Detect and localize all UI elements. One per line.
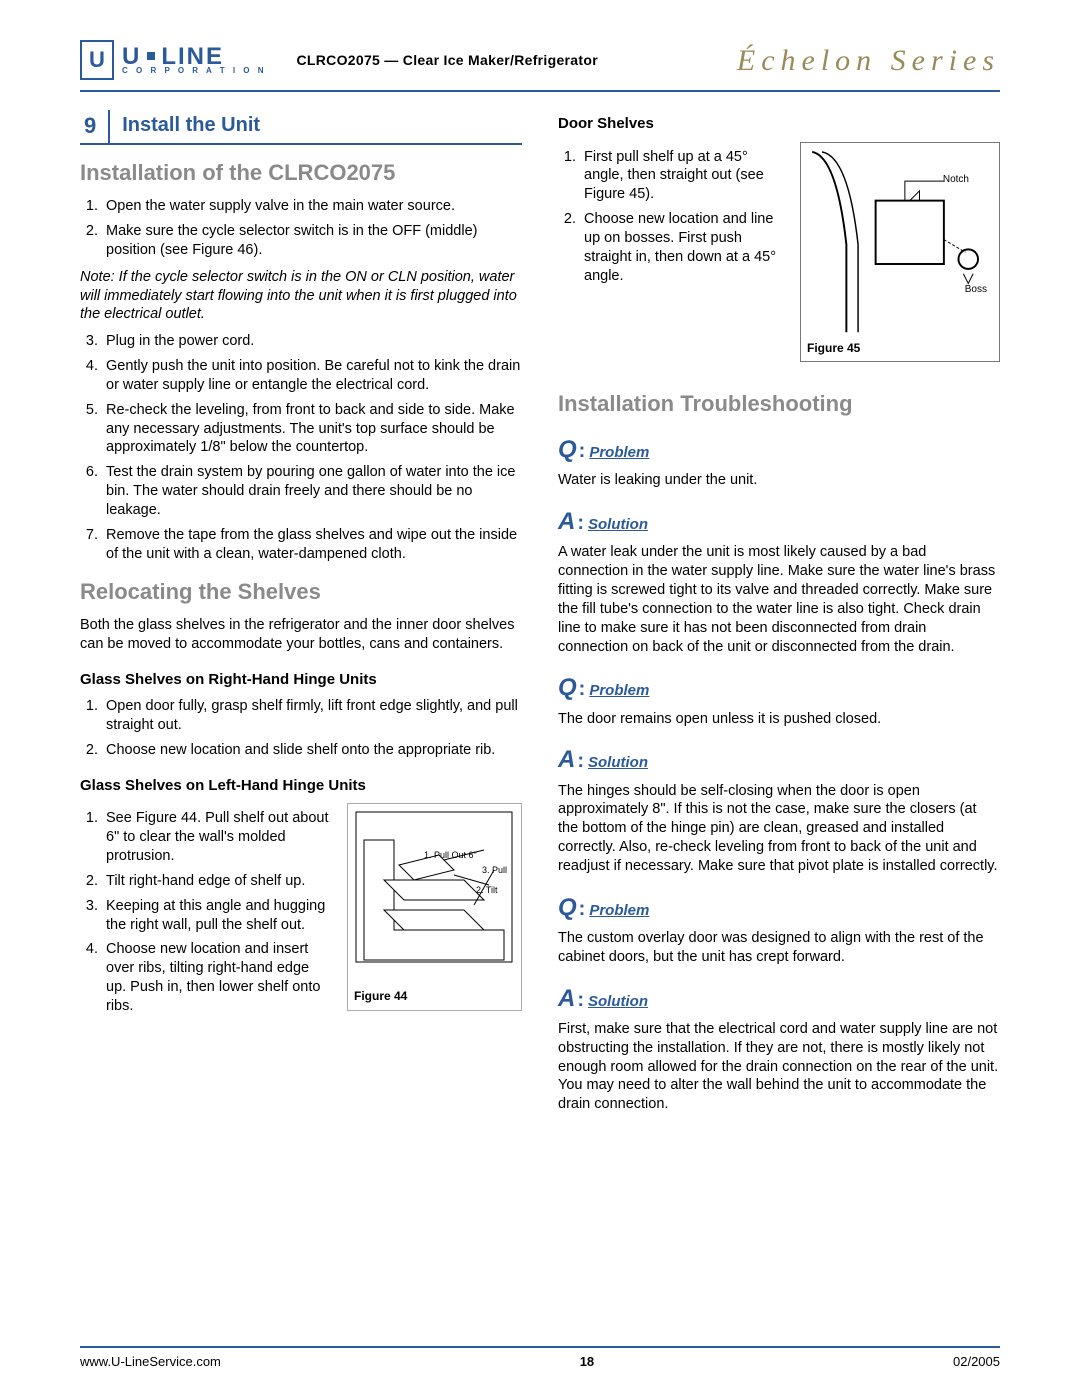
install-list-a: Open the water supply valve in the main …	[80, 197, 522, 260]
logo-mark: U	[80, 40, 114, 80]
q-label: Q: Problem	[558, 434, 1000, 465]
figure-44-caption: Figure 44	[354, 989, 515, 1005]
list-item: Gently push the unit into position. Be c…	[102, 357, 522, 395]
list-item: Plug in the power cord.	[102, 332, 522, 351]
section-tab: 9 Install the Unit	[80, 110, 522, 145]
page-header: U U LINE C O R P O R A T I O N CLRCO2075…	[80, 40, 1000, 80]
install-list-b: Plug in the power cord. Gently push the …	[80, 332, 522, 563]
section-title: Install the Unit	[108, 110, 260, 143]
solution-2-text: The hinges should be self-closing when t…	[558, 782, 1000, 876]
rh-list: Open door fully, grasp shelf firmly, lif…	[80, 697, 522, 760]
list-item: Open door fully, grasp shelf firmly, lif…	[102, 697, 522, 735]
subhead-door: Door Shelves	[558, 114, 1000, 134]
product-title: CLRCO2075 — Clear Ice Maker/Refrigerator	[297, 51, 707, 69]
logo-subtitle: C O R P O R A T I O N	[122, 67, 267, 74]
fig44-label-3: 3. Pull	[482, 865, 507, 877]
list-item: Test the drain system by pouring one gal…	[102, 463, 522, 520]
figure-45: Notch Boss Figure 45	[800, 142, 1000, 362]
list-item: Re-check the leveling, from front to bac…	[102, 401, 522, 458]
footer-date: 02/2005	[953, 1354, 1000, 1371]
q-label: Q: Problem	[558, 672, 1000, 703]
q-label: Q: Problem	[558, 892, 1000, 923]
figure-44: 1. Pull Out 6" 2. Tilt 3. Pull Figure 44	[347, 803, 522, 1011]
list-item: First pull shelf up at a 45° angle, then…	[580, 148, 782, 205]
logo-main-right: LINE	[161, 46, 224, 68]
page-footer: www.U-LineService.com 18 02/2005	[80, 1346, 1000, 1371]
list-item: Choose new location and insert over ribs…	[102, 940, 333, 1015]
problem-2-text: The door remains open unless it is pushe…	[558, 710, 1000, 729]
footer-page-number: 18	[580, 1354, 594, 1371]
figure-45-caption: Figure 45	[807, 341, 860, 357]
list-item: Make sure the cycle selector switch is i…	[102, 222, 522, 260]
lh-list: See Figure 44. Pull shelf out about 6" t…	[80, 803, 333, 1021]
list-item: Keeping at this angle and hugging the ri…	[102, 897, 333, 935]
problem-1-text: Water is leaking under the unit.	[558, 471, 1000, 490]
footer-url: www.U-LineService.com	[80, 1354, 221, 1371]
fig45-boss-label: Boss	[965, 283, 987, 296]
reloc-intro: Both the glass shelves in the refrigerat…	[80, 616, 522, 654]
a-label: A: Solution	[558, 744, 1000, 775]
door-list: First pull shelf up at a 45° angle, then…	[558, 148, 782, 286]
list-item: Choose new location and line up on bosse…	[580, 210, 782, 285]
list-item: Tilt right-hand edge of shelf up.	[102, 872, 333, 891]
heading-troubleshooting: Installation Troubleshooting	[558, 390, 1000, 419]
heading-installation: Installation of the CLRCO2075	[80, 159, 522, 188]
left-column: 9 Install the Unit Installation of the C…	[80, 110, 522, 1120]
subhead-lh: Glass Shelves on Left-Hand Hinge Units	[80, 776, 522, 796]
note: Note: If the cycle selector switch is in…	[80, 268, 522, 325]
section-number: 9	[80, 110, 108, 143]
list-item: Choose new location and slide shelf onto…	[102, 741, 522, 760]
list-item: Open the water supply valve in the main …	[102, 197, 522, 216]
list-item: See Figure 44. Pull shelf out about 6" t…	[102, 809, 333, 866]
series-label: Échelon Series	[737, 41, 1000, 80]
solution-3-text: First, make sure that the electrical cor…	[558, 1020, 1000, 1114]
fig44-label-2: 2. Tilt	[476, 885, 498, 897]
fig44-label-1: 1. Pull Out 6"	[424, 850, 477, 862]
fig45-notch-label: Notch	[943, 173, 969, 186]
logo-square-icon	[147, 52, 155, 60]
list-item: Remove the tape from the glass shelves a…	[102, 526, 522, 564]
header-rule	[80, 90, 1000, 92]
a-label: A: Solution	[558, 506, 1000, 537]
right-column: Door Shelves First pull shelf up at a 45…	[558, 110, 1000, 1120]
solution-1-text: A water leak under the unit is most like…	[558, 543, 1000, 656]
heading-relocating: Relocating the Shelves	[80, 578, 522, 607]
a-label: A: Solution	[558, 983, 1000, 1014]
problem-3-text: The custom overlay door was designed to …	[558, 929, 1000, 967]
logo-main-left: U	[122, 46, 141, 68]
brand-logo: U U LINE C O R P O R A T I O N	[80, 40, 267, 80]
subhead-rh: Glass Shelves on Right-Hand Hinge Units	[80, 670, 522, 690]
